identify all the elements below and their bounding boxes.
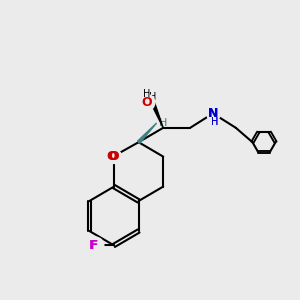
- Text: F: F: [89, 239, 97, 252]
- Text: N: N: [208, 107, 218, 120]
- Text: F: F: [90, 239, 99, 252]
- Polygon shape: [151, 103, 163, 128]
- Text: H: H: [211, 117, 218, 128]
- Text: O: O: [106, 149, 117, 163]
- Text: O: O: [140, 95, 151, 109]
- Text: H: H: [211, 117, 218, 127]
- Text: N: N: [208, 107, 218, 120]
- Text: H: H: [149, 92, 157, 103]
- Text: H: H: [143, 89, 150, 99]
- Polygon shape: [137, 123, 157, 143]
- Text: O: O: [141, 95, 152, 109]
- Text: H: H: [159, 118, 167, 128]
- Text: O: O: [109, 149, 119, 163]
